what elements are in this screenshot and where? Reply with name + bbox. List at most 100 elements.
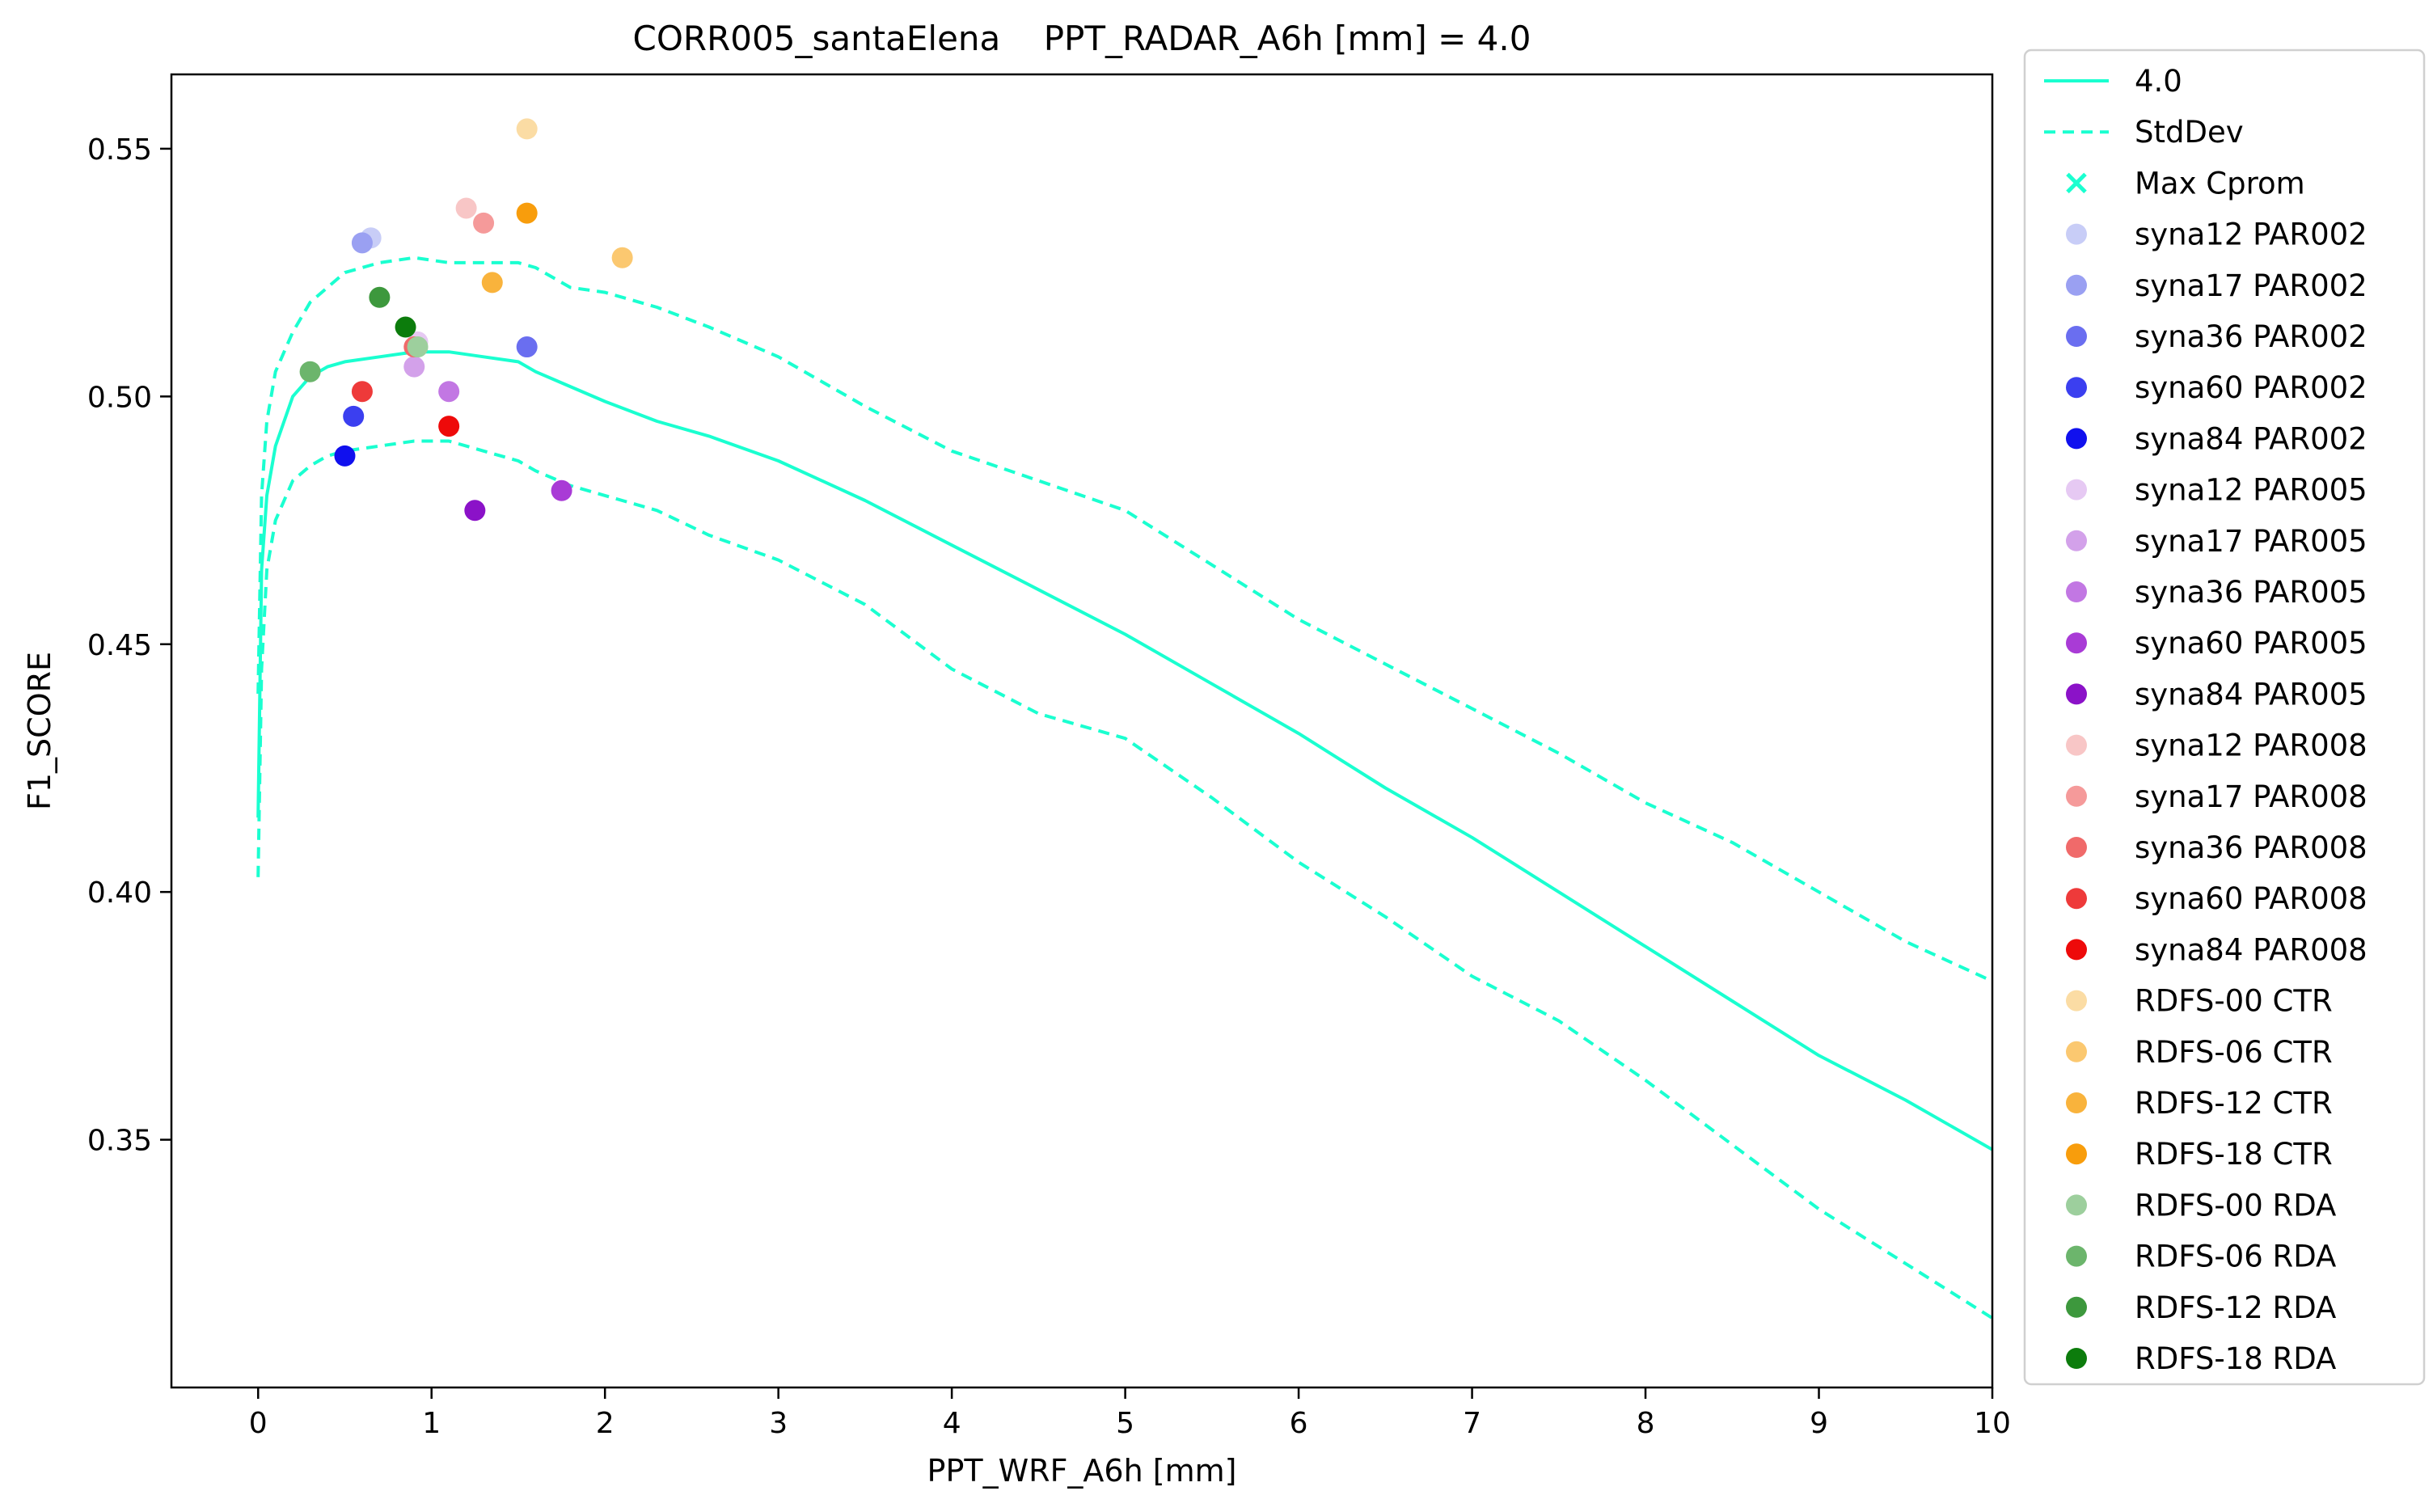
data-point-rdfs-06-ctr xyxy=(611,247,633,268)
legend-label: syna12 PAR002 xyxy=(2135,218,2368,252)
data-point-syna17-par005 xyxy=(403,356,425,378)
data-point-syna84-par005 xyxy=(464,500,486,522)
x-tick-label: 3 xyxy=(769,1407,788,1440)
legend-point-swatch xyxy=(2066,888,2087,910)
legend-label: RDFS-18 CTR xyxy=(2135,1137,2333,1172)
legend-point-swatch xyxy=(2066,223,2087,245)
legend-label: RDFS-18 RDA xyxy=(2135,1341,2336,1376)
legend-point-swatch xyxy=(2066,530,2087,551)
legend-label: RDFS-00 CTR xyxy=(2135,984,2333,1019)
x-axis-label: PPT_WRF_A6h [mm] xyxy=(927,1453,1237,1489)
legend-point-swatch xyxy=(2066,1041,2087,1062)
legend-label: syna12 PAR005 xyxy=(2135,473,2368,508)
data-point-rdfs-18-ctr xyxy=(516,202,538,224)
legend-point-swatch xyxy=(2066,1092,2087,1113)
legend: 4.0 StdDev Max Cprom syna12 PAR002 syna17 PA… xyxy=(2023,49,2426,1386)
legend-point-swatch xyxy=(2066,939,2087,961)
x-tick-label: 7 xyxy=(1463,1407,1481,1440)
data-point-syna12-par008 xyxy=(455,197,477,219)
legend-point-swatch xyxy=(2066,274,2087,296)
legend-x-marker xyxy=(2066,172,2087,194)
chart-title: CORR005_santaElena PPT_RADAR_A6h [mm] = … xyxy=(633,19,1531,58)
data-point-syna36-par005 xyxy=(438,381,460,403)
legend-label: RDFS-12 RDA xyxy=(2135,1290,2336,1325)
series-line-mean xyxy=(256,350,1992,1151)
legend-label: RDFS-12 CTR xyxy=(2135,1086,2333,1121)
x-axis: 0 1 2 3 4 5 6 7 8 9 10 xyxy=(249,1387,2011,1440)
legend-label: 4.0 xyxy=(2135,64,2182,99)
legend-label: RDFS-06 CTR xyxy=(2135,1035,2333,1070)
x-tick-label: 8 xyxy=(1637,1407,1655,1440)
y-tick-label: 0.45 xyxy=(87,629,152,662)
x-tick-label: 10 xyxy=(1974,1407,2011,1440)
x-tick-label: 4 xyxy=(943,1407,961,1440)
points-layer xyxy=(299,118,633,522)
y-axis: 0.35 0.40 0.45 0.50 0.55 xyxy=(87,133,171,1158)
legend-point-swatch xyxy=(2066,632,2087,654)
plot-area xyxy=(170,73,1994,1389)
legend-point-swatch xyxy=(2066,479,2087,500)
data-point-syna36-par002 xyxy=(516,336,538,358)
data-point-syna17-par008 xyxy=(473,212,495,234)
legend-label: StdDev xyxy=(2135,115,2244,150)
legend-label: syna36 PAR008 xyxy=(2135,830,2368,865)
legend-point-swatch xyxy=(2066,428,2087,450)
legend-label: Max Cprom xyxy=(2135,166,2305,201)
legend-point-swatch xyxy=(2066,1245,2087,1267)
data-point-syna60-par002 xyxy=(343,405,365,427)
plot-frame xyxy=(170,73,1994,1389)
data-point-syna84-par008 xyxy=(438,416,460,437)
series-line-stddev-upper xyxy=(256,256,1992,983)
legend-label: RDFS-06 RDA xyxy=(2135,1240,2336,1274)
x-tick-label: 5 xyxy=(1116,1407,1134,1440)
legend-label: syna17 PAR008 xyxy=(2135,779,2368,814)
data-point-rdfs-12-rda xyxy=(369,286,391,308)
y-tick-label: 0.40 xyxy=(87,876,152,910)
data-point-syna60-par005 xyxy=(551,479,572,501)
legend-label: syna36 PAR002 xyxy=(2135,319,2368,354)
data-point-rdfs-00-ctr xyxy=(516,118,538,140)
data-point-rdfs-18-rda xyxy=(395,316,416,338)
legend-point-swatch xyxy=(2066,1143,2087,1165)
legend-frame xyxy=(2023,49,2426,1386)
legend-label: syna60 PAR002 xyxy=(2135,370,2368,405)
legend-point-swatch xyxy=(2066,990,2087,1012)
legend-label: syna60 PAR008 xyxy=(2135,881,2368,916)
y-tick-label: 0.50 xyxy=(87,381,152,414)
legend-point-swatch xyxy=(2066,581,2087,602)
legend-point-swatch xyxy=(2066,326,2087,347)
legend-point-swatch xyxy=(2066,785,2087,807)
x-tick-label: 2 xyxy=(596,1407,615,1440)
y-axis-label: F1_SCORE xyxy=(22,652,57,810)
legend-label: syna36 PAR005 xyxy=(2135,575,2368,610)
legend-point-swatch xyxy=(2066,1348,2087,1369)
data-point-syna60-par008 xyxy=(351,381,373,403)
legend-label: syna84 PAR002 xyxy=(2135,421,2368,456)
legend-label: syna60 PAR005 xyxy=(2135,626,2368,661)
x-tick-label: 0 xyxy=(249,1407,268,1440)
x-tick-label: 6 xyxy=(1290,1407,1308,1440)
legend-point-swatch xyxy=(2066,377,2087,399)
data-point-rdfs-00-rda xyxy=(407,336,429,358)
legend-point-swatch xyxy=(2066,1194,2087,1216)
legend-label: syna17 PAR005 xyxy=(2135,524,2368,559)
legend-label: syna84 PAR008 xyxy=(2135,932,2368,967)
data-point-rdfs-12-ctr xyxy=(481,272,503,294)
series-line-stddev-lower xyxy=(256,439,1992,1320)
legend-label: RDFS-00 RDA xyxy=(2135,1188,2336,1223)
legend-label: syna17 PAR002 xyxy=(2135,268,2368,303)
x-tick-label: 1 xyxy=(422,1407,441,1440)
lines-layer xyxy=(256,256,1992,1320)
y-tick-label: 0.55 xyxy=(87,133,152,167)
legend-point-swatch xyxy=(2066,1296,2087,1318)
data-point-rdfs-06-rda xyxy=(299,361,321,382)
y-tick-label: 0.35 xyxy=(87,1125,152,1158)
legend-point-swatch xyxy=(2066,837,2087,858)
legend-point-swatch xyxy=(2066,734,2087,756)
legend-items: 4.0 StdDev Max Cprom syna12 PAR002 syna17 PA… xyxy=(2044,64,2368,1376)
data-point-syna84-par002 xyxy=(334,445,356,467)
x-tick-label: 9 xyxy=(1810,1407,1828,1440)
legend-label: syna12 PAR008 xyxy=(2135,729,2368,763)
data-point-syna17-par002 xyxy=(351,232,373,254)
